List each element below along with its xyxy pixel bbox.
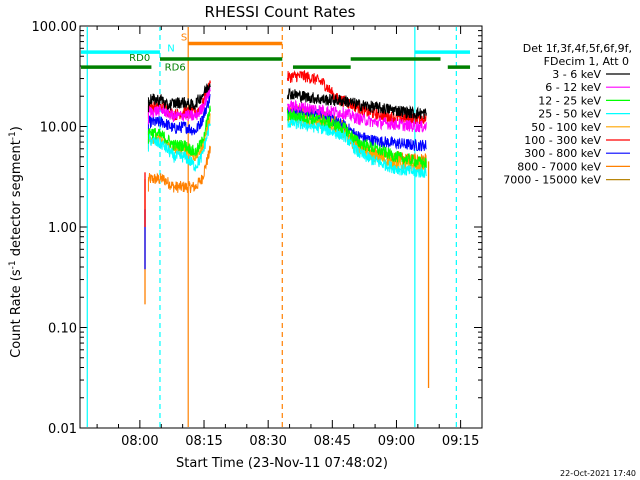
y-axis-label-rest: detector segment (9, 140, 24, 260)
legend-entry-label: 100 - 300 keV (524, 134, 601, 147)
series-12-25-kev-line-b (286, 109, 427, 169)
legend-entry-label: 25 - 50 keV (538, 108, 601, 121)
plot-area: 100.00 10.00 1.00 0.10 0.01 08:00 08:15 08:30 08… (32, 20, 483, 449)
y-axis-label-close: ) (9, 126, 24, 131)
series-100-300-kev-line-b (286, 69, 427, 125)
y-axis-label-sup2: -1 (8, 131, 18, 140)
series-3-6-kev-line-a (147, 83, 211, 111)
series-12-25-kev-line-a (147, 105, 211, 157)
y-axis-label-main: Count Rate (s (9, 269, 24, 358)
series-25-50-kev-line-b (287, 117, 427, 178)
plot-frame (79, 25, 483, 429)
series-25-50-kev-line-a (147, 123, 211, 172)
y-tick-label: 0.01 (48, 422, 77, 437)
y-tick-label: 0.10 (48, 322, 77, 337)
y-tick-label: 100.00 (32, 20, 78, 35)
y-tick-label: 10.00 (40, 121, 77, 136)
legend-entry-label: 7000 - 15000 keV (503, 174, 601, 187)
svg-text:Count Rate (s-1 detector segme: Count Rate (s-1 detector segment-1) (8, 126, 24, 358)
x-tick-label: 09:00 (378, 434, 415, 449)
y-tick-label: 1.00 (48, 221, 77, 236)
series-6-12-kev-line-a (147, 84, 211, 123)
series-6-12-kev-line-b (286, 99, 427, 134)
annotation-rd0: RD0 (129, 53, 150, 64)
x-tick-label: 08:45 (314, 434, 351, 449)
legend-header-2: FDecim 1, Att 0 (544, 55, 629, 68)
x-tick-label: 08:30 (249, 434, 286, 449)
x-axis-label: Start Time (23-Nov-11 07:48:02) (176, 456, 388, 471)
annotation-rd6: RD6 (165, 63, 186, 74)
footer-timestamp: 22-Oct-2021 17:40 (560, 469, 636, 478)
legend-entry-label: 6 - 12 keV (545, 81, 601, 94)
y-axis-label-sup: -1 (8, 260, 18, 269)
legend-entry-label: 3 - 6 keV (552, 68, 601, 81)
x-tick-label: 08:00 (121, 434, 158, 449)
legend-entry-label: 50 - 100 keV (531, 121, 601, 134)
annotation-s: S (181, 32, 187, 43)
legend-entry-label: 12 - 25 keV (538, 94, 601, 107)
legend-header-1: Det 1f,3f,4f,5f,6f,9f, (523, 42, 632, 55)
legend: Det 1f,3f,4f,5f,6f,9f,FDecim 1, Att 03 -… (503, 42, 632, 187)
y-axis-label: Count Rate (s-1 detector segment-1) (8, 126, 24, 358)
data-layer: SN RD0 RD6 (81, 27, 471, 427)
series-800-7000-kev-line-a (147, 145, 211, 194)
legend-entry-label: 300 - 800 keV (524, 147, 601, 160)
x-tick-label: 08:15 (185, 434, 222, 449)
series-300-800-kev-line-a (147, 94, 211, 136)
series-3-6-kev-line-b (286, 87, 427, 120)
legend-entry-label: 800 - 7000 keV (517, 160, 601, 173)
annotation-n: N (167, 43, 174, 54)
x-tick-label: 09:15 (442, 434, 479, 449)
chart-title: RHESSI Count Rates (205, 3, 356, 21)
